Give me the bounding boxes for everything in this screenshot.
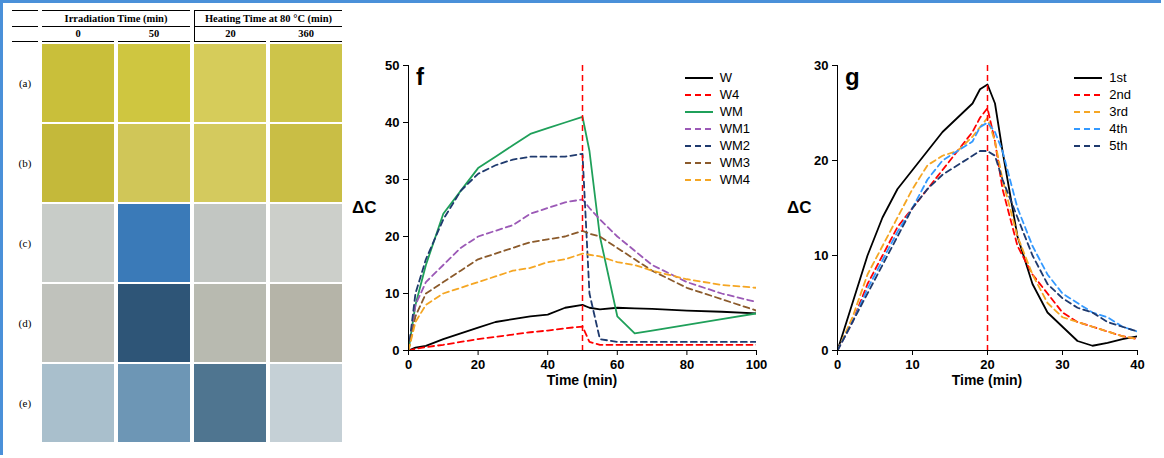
svg-text:30: 30 xyxy=(814,58,828,73)
svg-text:40: 40 xyxy=(540,357,554,372)
svg-text:10: 10 xyxy=(385,286,399,301)
svg-text:20: 20 xyxy=(814,153,828,168)
html-text:(c): (c) xyxy=(18,237,32,249)
svg-text:50: 50 xyxy=(385,58,399,73)
html-text:4th: 4th xyxy=(1109,121,1128,136)
html-text:WM4: WM4 xyxy=(719,172,750,187)
html-text:g: g xyxy=(845,63,860,90)
html-text:(b): (b) xyxy=(18,157,32,169)
html-text:Irradiation Time (min): Irradiation Time (min) xyxy=(64,13,168,24)
html-text:W: W xyxy=(719,70,732,85)
html-text:2nd: 2nd xyxy=(1109,87,1131,102)
html-text:1st: 1st xyxy=(1109,70,1127,85)
html-text:WM1: WM1 xyxy=(719,121,750,136)
html-text:WM2: WM2 xyxy=(719,138,750,153)
svg-text:0: 0 xyxy=(405,357,412,372)
svg-text:30: 30 xyxy=(1055,357,1069,372)
html-text:W4: W4 xyxy=(719,87,740,102)
html-text:f: f xyxy=(416,63,424,90)
html-text:50: 50 xyxy=(148,28,160,39)
html-text:ΔC: ΔC xyxy=(352,197,377,217)
svg-text:60: 60 xyxy=(610,357,624,372)
html-text:Time (min): Time (min) xyxy=(951,372,1023,388)
svg-text:0: 0 xyxy=(834,357,841,372)
svg-text:40: 40 xyxy=(385,115,399,130)
svg-text:20: 20 xyxy=(385,229,399,244)
html-text:(d): (d) xyxy=(18,317,32,329)
html-text:3rd: 3rd xyxy=(1109,104,1129,119)
svg-text:20: 20 xyxy=(471,357,485,372)
svg-text:0: 0 xyxy=(821,343,828,358)
html-text:WM: WM xyxy=(719,104,743,119)
html-text:Heating Time at 80 °C (min): Heating Time at 80 °C (min) xyxy=(204,13,333,24)
svg-text:20: 20 xyxy=(980,357,994,372)
svg-text:10: 10 xyxy=(905,357,919,372)
svg-text:10: 10 xyxy=(814,248,828,263)
html-text:WM3: WM3 xyxy=(719,155,750,170)
svg-text:30: 30 xyxy=(385,172,399,187)
html-text:(a): (a) xyxy=(18,77,32,89)
html-text:20: 20 xyxy=(225,28,236,39)
html-text:360: 360 xyxy=(298,28,314,39)
svg-text:40: 40 xyxy=(1130,357,1144,372)
svg-text:0: 0 xyxy=(392,343,399,358)
html-text:(e): (e) xyxy=(18,397,32,409)
html-text:Time (min): Time (min) xyxy=(546,372,618,388)
html-text:5th: 5th xyxy=(1109,138,1128,153)
svg-text:80: 80 xyxy=(680,357,694,372)
html-text:ΔC: ΔC xyxy=(787,197,812,217)
svg-text:100: 100 xyxy=(746,357,768,372)
html-text:0: 0 xyxy=(75,28,81,39)
